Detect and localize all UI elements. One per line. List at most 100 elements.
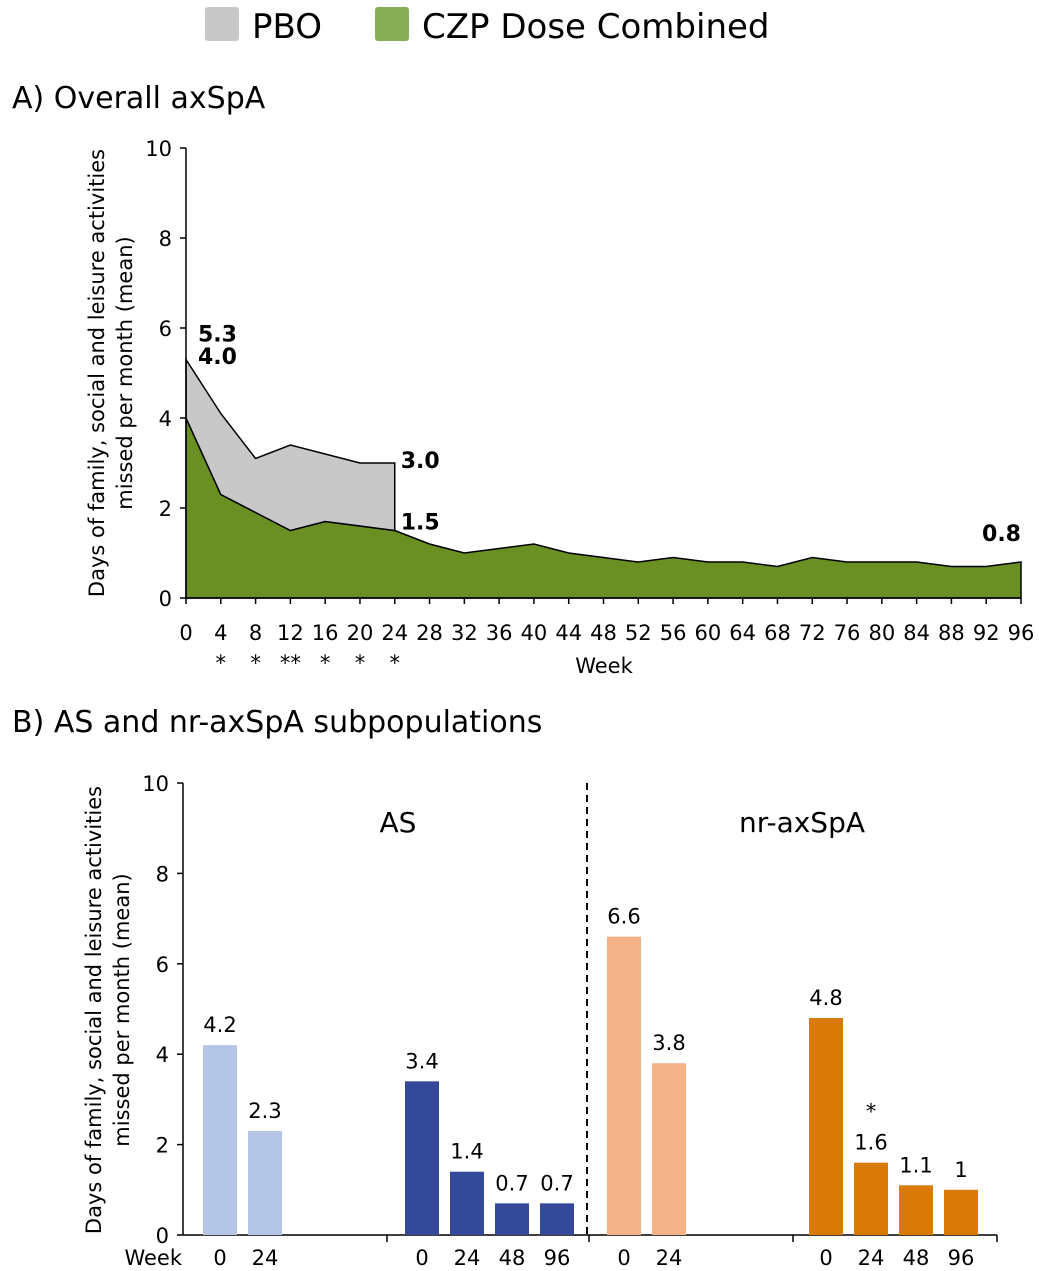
x-tick-label: 48 xyxy=(590,621,617,645)
bar xyxy=(607,936,641,1235)
bar-value-label: 1 xyxy=(954,1158,967,1182)
x-tick-label: 24 xyxy=(381,621,408,645)
bar-value-label: 4.2 xyxy=(203,1013,236,1037)
significance-mark: * xyxy=(250,651,261,675)
pbo-area xyxy=(185,356,396,532)
y-tick-label: 0 xyxy=(159,587,172,611)
x-tick-label: 64 xyxy=(729,621,756,645)
bar xyxy=(652,1063,686,1235)
x-tick-label: 24 xyxy=(656,1246,683,1270)
x-tick-label: 96 xyxy=(948,1246,975,1270)
significance-mark: * xyxy=(355,651,366,675)
x-tick-label: 24 xyxy=(858,1246,885,1270)
bar-value-label: 2.3 xyxy=(248,1099,281,1123)
bar xyxy=(495,1203,529,1235)
bar-value-label: 3.8 xyxy=(652,1031,685,1055)
x-tick-label: 72 xyxy=(799,621,826,645)
x-tick-label: 92 xyxy=(973,621,1000,645)
y-axis-label: Days of family, social and leisure activ… xyxy=(82,786,134,1234)
x-tick-label: 68 xyxy=(764,621,791,645)
bar xyxy=(809,1018,843,1235)
x-tick-label: 20 xyxy=(347,621,374,645)
y-tick-label: 8 xyxy=(159,227,172,251)
legend-swatch-pbo xyxy=(205,7,239,41)
bar xyxy=(854,1162,888,1235)
x-tick-label: 0 xyxy=(179,621,192,645)
x-tick-label: 0 xyxy=(415,1246,428,1270)
y-tick-label: 8 xyxy=(156,862,169,886)
bar-value-label: 1.6 xyxy=(854,1131,887,1155)
y-tick-label: 6 xyxy=(159,317,172,341)
bar-value-label: 0.7 xyxy=(495,1171,528,1195)
x-tick-label: 96 xyxy=(544,1246,571,1270)
bar-value-label: 1.1 xyxy=(899,1153,932,1177)
y-tick-label: 2 xyxy=(159,497,172,521)
x-tick-label: 48 xyxy=(499,1246,526,1270)
subpop-label-nr-axspa: nr-axSpA xyxy=(739,806,865,839)
bar-value-label: 6.6 xyxy=(607,905,640,929)
bar xyxy=(899,1185,933,1235)
x-tick-label: 48 xyxy=(903,1246,930,1270)
x-tick-label: 60 xyxy=(695,621,722,645)
significance-mark: ** xyxy=(280,651,301,675)
x-tick-label: 84 xyxy=(903,621,930,645)
x-tick-label: 40 xyxy=(521,621,548,645)
x-axis-label: Week xyxy=(124,1246,182,1270)
value-label: 3.0 xyxy=(401,449,440,474)
bar-value-label: 1.4 xyxy=(450,1140,483,1164)
x-tick-label: 24 xyxy=(252,1246,279,1270)
y-axis-label-line: missed per month (mean) xyxy=(113,236,137,509)
value-label: 1.5 xyxy=(401,511,440,536)
panel-b-title: B) AS and nr-axSpA subpopulations xyxy=(12,705,542,740)
bar-value-label: 0.7 xyxy=(540,1171,573,1195)
x-tick-label: 80 xyxy=(868,621,895,645)
y-tick-label: 4 xyxy=(156,1043,169,1067)
x-tick-label: 44 xyxy=(555,621,582,645)
x-tick-label: 52 xyxy=(625,621,652,645)
x-tick-label: 32 xyxy=(451,621,478,645)
x-tick-label: 88 xyxy=(938,621,965,645)
y-tick-label: 6 xyxy=(156,953,169,977)
x-tick-label: 76 xyxy=(834,621,861,645)
x-axis-label: Week xyxy=(575,654,633,678)
legend-label-czp: CZP Dose Combined xyxy=(422,7,770,47)
significance-mark: * xyxy=(390,651,401,675)
subpop-label-as: AS xyxy=(380,806,417,839)
y-axis-label-line: Days of family, social and leisure activ… xyxy=(82,786,106,1234)
bar-value-label: 4.8 xyxy=(809,986,842,1010)
significance-mark: * xyxy=(320,651,331,675)
x-tick-label: 36 xyxy=(486,621,513,645)
y-tick-label: 10 xyxy=(142,772,169,796)
panel-a-title: A) Overall axSpA xyxy=(12,81,266,116)
legend-swatch-czp xyxy=(375,7,409,41)
x-tick-label: 16 xyxy=(312,621,339,645)
bar xyxy=(405,1081,439,1235)
bar xyxy=(203,1045,237,1235)
y-tick-label: 0 xyxy=(156,1224,169,1248)
legend-label-pbo: PBO xyxy=(252,7,322,47)
bar xyxy=(450,1171,484,1235)
x-tick-label: 0 xyxy=(819,1246,832,1270)
y-tick-label: 10 xyxy=(145,137,172,161)
y-axis-label-line: Days of family, social and leisure activ… xyxy=(85,149,109,597)
y-tick-label: 4 xyxy=(159,407,172,431)
x-tick-label: 12 xyxy=(277,621,304,645)
value-label: 5.3 xyxy=(198,323,237,348)
bar xyxy=(248,1131,282,1235)
x-tick-label: 0 xyxy=(213,1246,226,1270)
y-axis-label-line: missed per month (mean) xyxy=(110,873,134,1146)
value-label: 0.8 xyxy=(982,522,1021,547)
y-axis-label: Days of family, social and leisure activ… xyxy=(85,149,137,597)
x-tick-label: 24 xyxy=(454,1246,481,1270)
x-tick-label: 28 xyxy=(416,621,443,645)
bar-value-label: 3.4 xyxy=(405,1049,438,1073)
y-tick-label: 2 xyxy=(156,1134,169,1158)
x-tick-label: 56 xyxy=(660,621,687,645)
significance-mark: * xyxy=(866,1100,877,1124)
x-tick-label: 0 xyxy=(617,1246,630,1270)
bar xyxy=(540,1203,574,1235)
legend: PBO CZP Dose Combined xyxy=(205,7,770,47)
